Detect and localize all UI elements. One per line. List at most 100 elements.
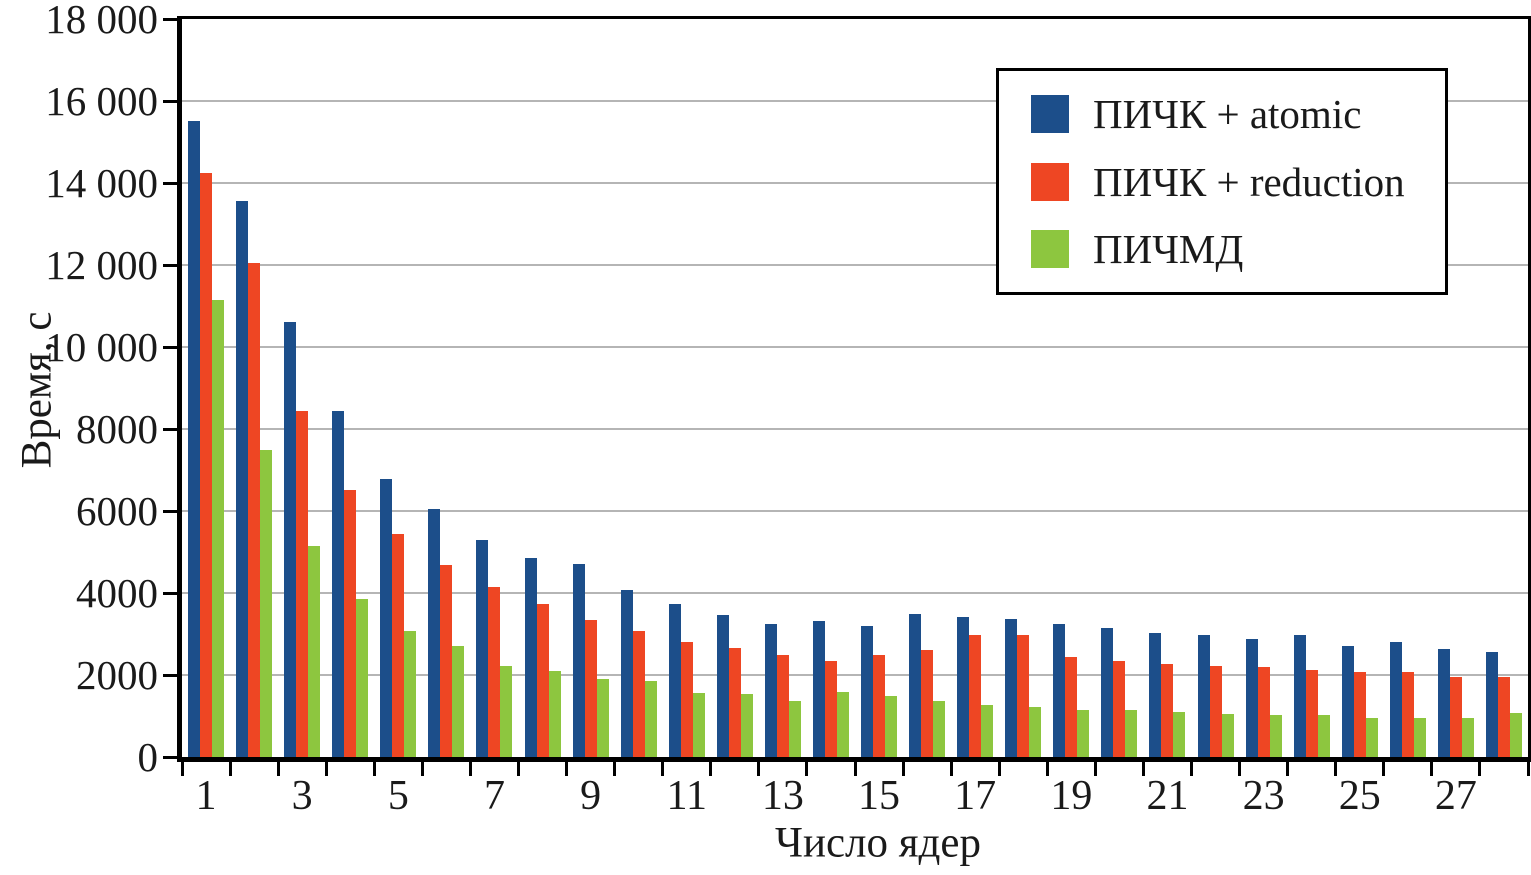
bar-series2-core-23 bbox=[1257, 667, 1270, 757]
bar-series1-core-6 bbox=[428, 509, 441, 757]
bar-series2-core-28 bbox=[1497, 676, 1510, 757]
x-tick-label: 21 bbox=[1146, 773, 1189, 819]
gridline bbox=[182, 264, 1528, 266]
bar-series2-core-5 bbox=[392, 533, 405, 757]
bar-series3-core-18 bbox=[1029, 706, 1042, 757]
bar-series3-core-6 bbox=[452, 645, 465, 757]
x-tick bbox=[757, 762, 761, 776]
x-tick bbox=[1526, 762, 1530, 776]
bar-series3-core-16 bbox=[933, 700, 946, 757]
x-tick bbox=[901, 762, 905, 776]
bar-series1-core-1 bbox=[188, 120, 201, 757]
bar-series2-core-6 bbox=[440, 564, 453, 757]
bar-series1-core-9 bbox=[572, 564, 585, 757]
gridline bbox=[182, 182, 1528, 184]
x-tick bbox=[805, 762, 809, 776]
bar-series1-core-11 bbox=[668, 603, 681, 757]
legend-swatch-pichmd bbox=[1031, 229, 1069, 268]
bar-series2-core-7 bbox=[488, 586, 501, 757]
x-tick bbox=[1334, 762, 1338, 776]
bar-series1-core-17 bbox=[957, 616, 970, 757]
x-tick-label: 15 bbox=[858, 773, 901, 819]
bar-series1-core-13 bbox=[764, 624, 777, 757]
legend-item-pichmd: ПИЧМД bbox=[1031, 225, 1445, 273]
bar-series1-core-23 bbox=[1245, 638, 1258, 757]
x-tick bbox=[468, 762, 472, 776]
y-tick-label: 2000 bbox=[76, 652, 158, 698]
bar-series1-core-27 bbox=[1437, 649, 1450, 757]
x-tick-label: 9 bbox=[580, 773, 602, 819]
bar-series3-core-22 bbox=[1221, 713, 1234, 757]
x-tick bbox=[997, 762, 1001, 776]
bar-series3-core-14 bbox=[836, 691, 849, 757]
gridline bbox=[182, 592, 1528, 594]
x-axis-title: Число ядер bbox=[775, 819, 981, 867]
bar-series2-core-27 bbox=[1449, 676, 1462, 757]
x-tick bbox=[228, 762, 232, 776]
x-tick bbox=[565, 762, 569, 776]
x-tick bbox=[613, 762, 617, 776]
bar-series2-core-26 bbox=[1401, 672, 1414, 757]
x-tick bbox=[372, 762, 376, 776]
bar-series3-core-25 bbox=[1365, 718, 1378, 757]
x-tick bbox=[709, 762, 713, 776]
legend-swatch-reduction bbox=[1031, 162, 1069, 201]
x-tick bbox=[276, 762, 280, 776]
bar-series1-core-22 bbox=[1197, 634, 1210, 757]
bar-series2-core-24 bbox=[1305, 670, 1318, 757]
bar-series2-core-1 bbox=[200, 173, 213, 757]
x-tick bbox=[1382, 762, 1386, 776]
y-tick bbox=[163, 673, 177, 677]
x-tick bbox=[1190, 762, 1193, 776]
bar-series3-core-21 bbox=[1173, 711, 1186, 757]
legend-label-atomic: ПИЧК + atomic bbox=[1093, 91, 1362, 138]
bar-series1-core-19 bbox=[1053, 624, 1066, 757]
bar-series1-core-7 bbox=[476, 540, 489, 757]
bar-series1-core-14 bbox=[812, 621, 825, 757]
y-tick-label: 14 000 bbox=[45, 160, 158, 206]
bar-series2-core-19 bbox=[1065, 656, 1078, 757]
bar-series3-core-19 bbox=[1077, 709, 1090, 757]
legend-label-reduction: ПИЧК + reduction bbox=[1093, 158, 1405, 205]
x-tick bbox=[853, 762, 857, 776]
bar-series3-core-28 bbox=[1509, 713, 1522, 757]
bar-series2-core-10 bbox=[632, 630, 645, 757]
bar-series2-core-9 bbox=[584, 619, 597, 757]
y-tick bbox=[163, 427, 177, 431]
y-tick bbox=[163, 755, 177, 759]
bar-series3-core-5 bbox=[404, 630, 417, 757]
x-tick-label: 3 bbox=[291, 773, 313, 819]
bar-series1-core-26 bbox=[1389, 642, 1402, 757]
bar-series1-core-12 bbox=[716, 615, 729, 757]
gridline bbox=[182, 674, 1528, 676]
x-tick bbox=[1478, 762, 1482, 776]
y-tick-label: 12 000 bbox=[45, 242, 158, 288]
bar-series1-core-15 bbox=[861, 625, 874, 757]
y-tick bbox=[163, 17, 177, 21]
bar-series2-core-11 bbox=[680, 642, 693, 757]
y-tick bbox=[163, 263, 177, 267]
x-tick-label: 17 bbox=[954, 773, 997, 819]
x-tick bbox=[1238, 762, 1242, 776]
x-tick-label: 25 bbox=[1338, 773, 1381, 819]
x-tick-label: 11 bbox=[666, 773, 707, 819]
bar-series2-core-25 bbox=[1353, 672, 1366, 757]
bar-series2-core-3 bbox=[296, 410, 309, 757]
bar-series2-core-18 bbox=[1017, 634, 1030, 757]
bar-series1-core-10 bbox=[620, 590, 633, 757]
bar-series2-core-17 bbox=[969, 635, 982, 757]
bar-series3-core-4 bbox=[356, 599, 369, 757]
x-tick-label: 13 bbox=[761, 773, 804, 819]
bar-series2-core-20 bbox=[1113, 661, 1126, 757]
legend: ПИЧК + atomic ПИЧК + reduction ПИЧМД bbox=[996, 68, 1448, 295]
bar-series1-core-2 bbox=[236, 200, 249, 757]
bar-series2-core-16 bbox=[921, 649, 934, 757]
y-tick bbox=[163, 99, 177, 103]
y-tick-label: 16 000 bbox=[45, 78, 158, 124]
x-tick bbox=[324, 762, 328, 776]
bar-series2-core-2 bbox=[248, 263, 261, 757]
y-tick-label: 10 000 bbox=[45, 324, 158, 370]
y-tick-label: 8000 bbox=[76, 406, 158, 452]
bar-series2-core-4 bbox=[344, 490, 357, 757]
